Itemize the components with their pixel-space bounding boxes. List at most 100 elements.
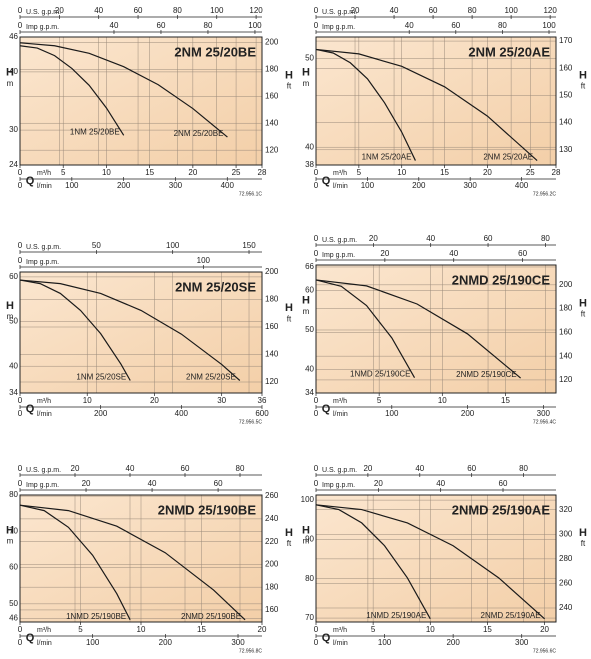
axis-label: Imp g.p.m. — [26, 482, 59, 489]
tick-label: 200 — [446, 638, 460, 647]
tick-label: 300 — [537, 409, 551, 418]
curve-label: 1NMD 25/190BE — [66, 612, 126, 621]
y-axis-unit: m — [303, 307, 310, 316]
tick-label: 20 — [380, 249, 389, 258]
tick-label: 100 — [210, 6, 224, 15]
curve-label: 2NMD 25/190AE — [481, 611, 541, 620]
y2-tick-label: 160 — [265, 605, 279, 614]
tick-label: 40 — [405, 21, 414, 30]
pump-curve — [315, 504, 545, 620]
axis-label: U.S. g.p.m. — [322, 467, 357, 474]
x-tick-label: 10 — [102, 168, 111, 177]
y-tick-label: 40 — [9, 361, 18, 370]
y-tick-label: 70 — [9, 526, 18, 535]
axis-label: l/min — [37, 411, 52, 418]
y2-tick-label: 160 — [265, 322, 279, 331]
tick-label: 100 — [248, 21, 262, 30]
curve-label: 2NM 25/20BE — [174, 129, 224, 138]
axis-label: l/min — [333, 183, 348, 190]
x-tick-label: 28 — [258, 168, 267, 177]
axis-label: Imp g.p.m. — [26, 24, 59, 31]
x-axis-unit: m³/h — [37, 170, 51, 177]
plot-frame — [19, 271, 263, 394]
x-tick-label: 10 — [137, 625, 146, 634]
tick-label: 100 — [504, 6, 518, 15]
tick-label: 60 — [181, 464, 190, 473]
y2-tick-label: 180 — [265, 295, 279, 304]
tick-label: 0 — [314, 249, 319, 258]
x-axis-label: Q — [322, 632, 331, 644]
axis-label: U.S. g.p.m. — [322, 9, 357, 16]
y2-tick-label: 150 — [559, 91, 573, 100]
tick-label: 100 — [385, 409, 399, 418]
tick-label: 0 — [314, 409, 319, 418]
y2-axis-unit: ft — [287, 539, 292, 548]
y-tick-label: 100 — [301, 495, 315, 504]
y2-tick-label: 200 — [265, 560, 279, 569]
plot-frame — [315, 264, 557, 394]
tick-label: 60 — [214, 479, 223, 488]
tick-label: 60 — [518, 249, 527, 258]
x-axis-unit: m³/h — [333, 627, 347, 634]
y2-axis-label: H — [285, 302, 293, 314]
x-tick-label: 36 — [258, 396, 267, 405]
y-tick-label: 60 — [9, 563, 18, 572]
y2-axis-label: H — [579, 69, 587, 81]
y2-tick-label: 120 — [265, 377, 279, 386]
tick-label: 300 — [515, 638, 529, 647]
x-tick-label: 0 — [18, 168, 23, 177]
tick-label: 40 — [94, 6, 103, 15]
y-axis-unit: m — [7, 537, 14, 546]
drawing-code: 72.956.6C — [533, 648, 556, 654]
y2-axis-label: H — [285, 69, 293, 81]
tick-label: 60 — [134, 6, 143, 15]
pump-curve — [315, 48, 538, 162]
axis-label: l/min — [333, 640, 348, 647]
y2-tick-label: 260 — [265, 491, 279, 500]
axis-label: U.S. g.p.m. — [26, 9, 61, 16]
y-tick-label: 90 — [305, 535, 314, 544]
x-axis-unit: m³/h — [37, 398, 51, 405]
tick-label: 60 — [467, 464, 476, 473]
y-tick-label: 34 — [305, 388, 314, 397]
y-tick-label: 38 — [305, 160, 314, 169]
y2-axis-unit: ft — [581, 82, 586, 91]
pump-curve — [19, 42, 228, 138]
y2-tick-label: 200 — [265, 37, 279, 46]
tick-label: 120 — [249, 6, 263, 15]
y-axis-unit: m — [303, 79, 310, 88]
axis-label: U.S. g.p.m. — [26, 244, 61, 251]
curve-label: 2NMD 25/190CE — [456, 370, 516, 379]
tick-label: 40 — [148, 479, 157, 488]
y2-tick-label: 140 — [559, 118, 573, 127]
y2-tick-label: 240 — [559, 603, 573, 612]
y2-tick-label: 160 — [559, 63, 573, 72]
pump-curve — [19, 279, 131, 381]
x-tick-label: 25 — [526, 168, 535, 177]
y-tick-label: 24 — [9, 160, 18, 169]
tick-label: 200 — [461, 409, 475, 418]
x-axis-unit: m³/h — [333, 398, 347, 405]
tick-label: 300 — [231, 638, 245, 647]
tick-label: 120 — [543, 6, 557, 15]
tick-label: 40 — [126, 464, 135, 473]
plot-frame — [19, 36, 263, 166]
y-axis-unit: m — [7, 312, 14, 321]
y-tick-label: 50 — [305, 53, 314, 62]
drawing-code: 72.956.5C — [239, 419, 262, 425]
curve-label: 2NM 25/20AE — [483, 153, 533, 162]
curve-label: 1NMD 25/190CE — [350, 370, 410, 379]
tick-label: 0 — [18, 6, 23, 15]
y2-axis-unit: ft — [287, 314, 292, 323]
tick-label: 100 — [86, 638, 100, 647]
pump-curve — [315, 48, 416, 161]
y-tick-label: 60 — [305, 286, 314, 295]
tick-label: 60 — [429, 6, 438, 15]
y2-axis-unit: ft — [581, 310, 586, 319]
curve-label: 1NM 25/20SE — [76, 373, 126, 382]
tick-label: 20 — [369, 234, 378, 243]
axis-label: Imp g.p.m. — [26, 259, 59, 266]
x-tick-label: 0 — [314, 168, 319, 177]
tick-label: 80 — [498, 21, 507, 30]
